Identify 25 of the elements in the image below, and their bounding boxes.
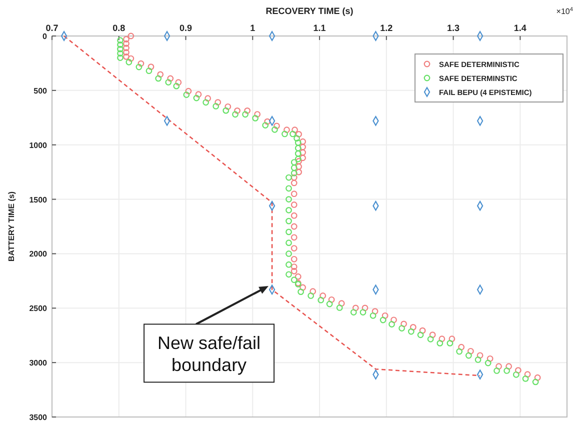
point: [268, 31, 276, 41]
x-tick-label: 0.7: [46, 23, 58, 33]
y-tick-label: 1000: [29, 140, 48, 150]
point: [476, 370, 484, 380]
x-tick-label: 1.3: [447, 23, 460, 33]
x-tick-label: 1.4: [514, 23, 526, 33]
point: [164, 31, 170, 41]
text: ×10$^{4}$: [556, 7, 573, 16]
x-tick-label: 1: [250, 23, 256, 33]
y-tick-label: 0: [42, 32, 48, 41]
x-tick-label: 1.1: [313, 23, 326, 33]
x-axis-title: RECOVERY TIME (s): [266, 6, 354, 16]
y-tick-label: 2500: [29, 304, 48, 314]
x-tick-label: 1.2: [380, 23, 393, 33]
y-tick-label: 2000: [29, 250, 48, 259]
x-tick-label: 0.8: [112, 23, 126, 33]
y-axis-title: BATTERY TIME (s): [7, 191, 16, 262]
y-tick-label: 3500: [29, 413, 48, 422]
y-tick-label: 500: [34, 86, 48, 96]
point: [60, 31, 68, 41]
annotation: New safe/fail boundary: [158, 333, 261, 376]
point: [476, 31, 484, 41]
x-tick-label: 0.9: [180, 23, 192, 33]
y-tick-label: 3000: [29, 358, 48, 368]
y-tick-label: 1500: [29, 195, 48, 204]
